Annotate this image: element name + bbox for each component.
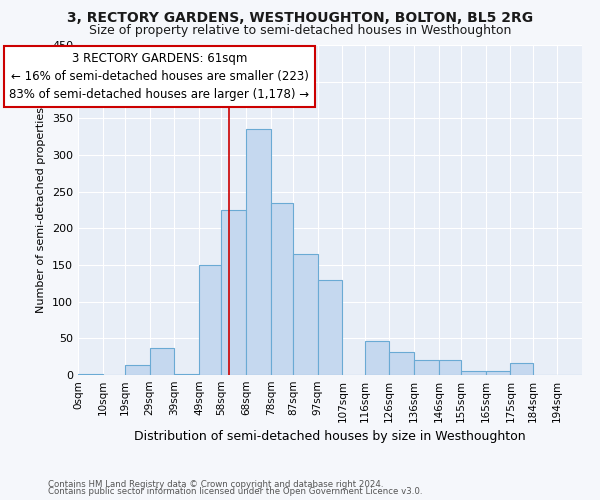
Bar xyxy=(246,130,271,375)
Y-axis label: Number of semi-detached properties: Number of semi-detached properties xyxy=(37,107,46,313)
Bar xyxy=(199,265,221,375)
Bar xyxy=(125,364,149,375)
Bar xyxy=(221,210,246,375)
Text: Contains public sector information licensed under the Open Government Licence v3: Contains public sector information licen… xyxy=(48,488,422,496)
Bar xyxy=(389,352,414,375)
Text: Contains HM Land Registry data © Crown copyright and database right 2024.: Contains HM Land Registry data © Crown c… xyxy=(48,480,383,489)
Bar xyxy=(485,372,511,375)
Text: 3, RECTORY GARDENS, WESTHOUGHTON, BOLTON, BL5 2RG: 3, RECTORY GARDENS, WESTHOUGHTON, BOLTON… xyxy=(67,11,533,25)
Bar xyxy=(78,374,103,375)
Bar xyxy=(271,202,293,375)
Bar xyxy=(511,362,533,375)
Bar xyxy=(414,360,439,375)
Bar xyxy=(317,280,343,375)
Text: 3 RECTORY GARDENS: 61sqm
← 16% of semi-detached houses are smaller (223)
83% of : 3 RECTORY GARDENS: 61sqm ← 16% of semi-d… xyxy=(10,52,310,102)
Bar xyxy=(293,254,317,375)
Bar xyxy=(461,372,485,375)
Bar xyxy=(149,348,175,375)
Bar xyxy=(365,340,389,375)
Text: Size of property relative to semi-detached houses in Westhoughton: Size of property relative to semi-detach… xyxy=(89,24,511,37)
X-axis label: Distribution of semi-detached houses by size in Westhoughton: Distribution of semi-detached houses by … xyxy=(134,430,526,444)
Bar xyxy=(175,374,199,375)
Bar xyxy=(439,360,461,375)
